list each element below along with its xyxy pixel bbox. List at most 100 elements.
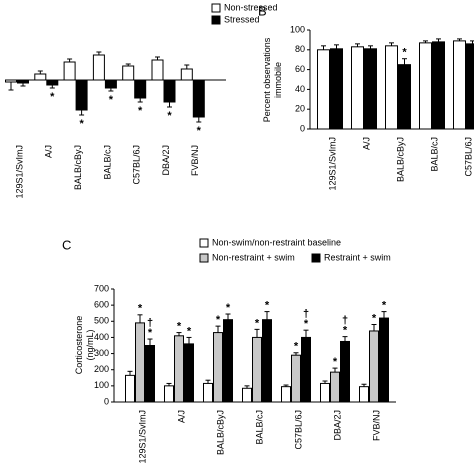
legend-label: Restraint + swim	[324, 252, 391, 262]
legend-label: Non-swim/non-restraint baseline	[212, 237, 341, 247]
bar	[364, 48, 377, 130]
x-tick-label: A/J	[176, 410, 186, 423]
x-tick-label: A/J	[361, 137, 371, 150]
bar	[317, 49, 330, 130]
bar	[320, 382, 330, 403]
significance-marker: *	[343, 325, 348, 337]
y-tick-label: 400	[94, 332, 109, 342]
significance-marker: *	[167, 110, 172, 122]
y-axis-label: Percent observationsimmobile	[262, 37, 283, 122]
y-tick-label: 300	[94, 348, 109, 358]
bar	[104, 79, 117, 89]
bar	[466, 43, 474, 130]
significance-marker: *	[304, 318, 309, 330]
x-tick-label: C57BL/6J	[293, 410, 303, 450]
significance-marker: *	[148, 327, 153, 339]
bar	[398, 64, 411, 130]
legend-swatch	[199, 253, 209, 263]
significance-marker: †	[303, 308, 309, 320]
bar	[262, 319, 272, 403]
bar	[135, 322, 145, 403]
significance-marker: *	[402, 47, 407, 59]
significance-marker: *	[333, 356, 338, 368]
y-tick-label: 0	[104, 396, 109, 406]
bar	[453, 40, 466, 130]
bar	[145, 345, 155, 403]
bar	[301, 336, 311, 403]
bar	[192, 79, 205, 118]
y-tick-label: 60	[295, 64, 305, 74]
x-tick-label: DBA/2J	[161, 145, 171, 176]
significance-marker: *	[79, 118, 84, 130]
x-tick-label: FVB/NJ	[190, 145, 200, 176]
y-tick-label: 200	[94, 364, 109, 374]
bar	[174, 335, 184, 403]
significance-marker: *	[138, 303, 143, 315]
significance-marker: †	[147, 317, 153, 329]
bar	[242, 387, 252, 403]
significance-marker: *	[382, 300, 387, 312]
significance-marker: *	[255, 317, 260, 329]
y-tick-label: 20	[295, 104, 305, 114]
bar	[164, 385, 174, 403]
legend-label: Non-stressed	[224, 2, 278, 12]
x-tick-label: BALB/cJ	[429, 137, 439, 172]
y-tick-label: 100	[94, 380, 109, 390]
significance-marker: *	[177, 320, 182, 332]
bar	[184, 343, 194, 403]
bar	[163, 79, 176, 103]
bar	[5, 79, 17, 83]
bar	[17, 79, 29, 84]
bar	[92, 54, 105, 81]
y-axis-label-line: immobile	[273, 62, 283, 98]
bar	[213, 332, 223, 403]
bar	[134, 79, 147, 99]
y-tick-label: 700	[94, 283, 109, 293]
bar	[223, 319, 233, 403]
legend-swatch	[211, 15, 221, 25]
y-tick-label: 80	[295, 44, 305, 54]
x-tick-label: BALB/cJ	[254, 410, 264, 445]
bar	[75, 79, 88, 111]
x-tick-label: 129S1/SvImJ	[137, 410, 147, 464]
y-tick-label: 100	[290, 24, 305, 34]
y-axis-label: Corticosterone(ng/mL)	[74, 316, 95, 375]
y-tick-label: 0	[300, 123, 305, 133]
bar	[34, 73, 47, 81]
significance-marker: *	[197, 125, 202, 137]
significance-marker: *	[372, 312, 377, 324]
bar	[122, 65, 135, 81]
bar	[419, 42, 432, 130]
x-tick-label: FVB/NJ	[371, 410, 381, 441]
bar	[180, 68, 193, 81]
legend-swatch	[311, 253, 321, 263]
legend-swatch	[211, 3, 221, 13]
y-tick-label: 600	[94, 300, 109, 310]
significance-marker: *	[265, 300, 270, 312]
x-tick-label: A/J	[44, 145, 54, 158]
legend-label: Non-restraint + swim	[212, 252, 295, 262]
bar	[385, 45, 398, 130]
bar	[432, 41, 445, 130]
bar	[340, 340, 350, 403]
y-tick-label: 500	[94, 316, 109, 326]
y-axis-label-line: Percent observations	[262, 37, 272, 122]
bar	[63, 61, 76, 81]
y-tick-label: 40	[295, 84, 305, 94]
y-axis-label-line: (ng/mL)	[85, 329, 95, 360]
x-tick-label: BALB/cByJ	[215, 410, 225, 455]
x-tick-label: BALB/cByJ	[73, 145, 83, 190]
bar	[330, 371, 340, 403]
significance-marker: *	[187, 325, 192, 337]
bar	[351, 46, 364, 130]
bar	[330, 48, 343, 130]
significance-marker: *	[294, 341, 299, 353]
bar	[203, 382, 213, 403]
bar	[125, 374, 135, 403]
legend-swatch	[199, 238, 209, 248]
bar	[359, 386, 369, 403]
bar	[151, 59, 164, 81]
x-tick-label: C57BL/6J	[463, 137, 473, 177]
bar	[252, 336, 262, 403]
